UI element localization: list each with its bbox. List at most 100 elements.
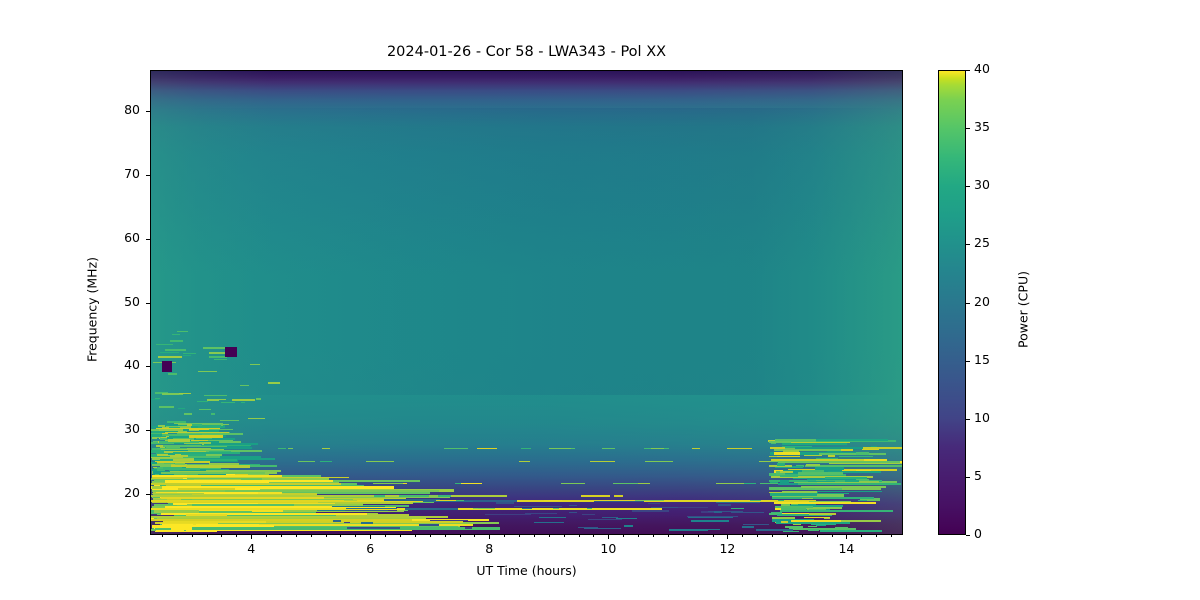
rfi-streak: [759, 482, 786, 485]
rfi-streak: [209, 428, 233, 430]
rfi-streak: [484, 514, 532, 516]
rfi-streak: [602, 447, 616, 450]
rfi-streak: [779, 471, 794, 474]
rfi-streak: [520, 447, 531, 450]
rfi-streak: [687, 517, 733, 519]
rfi-streak: [828, 462, 902, 465]
x-minor-tick: [578, 535, 580, 538]
rfi-streak: [162, 434, 202, 436]
x-minor-tick: [891, 535, 893, 538]
x-axis-label: UT Time (hours): [476, 563, 577, 578]
rfi-streak: [429, 519, 469, 522]
rfi-streak: [208, 356, 228, 358]
rfi-streak: [189, 435, 224, 438]
rfi-streak: [177, 488, 236, 491]
y-axis-label: Frequency (MHz): [84, 256, 100, 363]
rfi-streak: [165, 490, 440, 493]
rfi-streak: [191, 423, 224, 426]
rfi-streak: [159, 429, 183, 431]
rfi-streak: [805, 464, 902, 468]
rfi-streak: [842, 487, 881, 490]
rfi-streak: [771, 458, 865, 462]
x-minor-tick: [206, 535, 208, 538]
rfi-streak: [181, 466, 187, 469]
colorbar[interactable]: [938, 70, 966, 535]
rfi-streak: [810, 523, 836, 525]
rfi-streak: [167, 476, 350, 479]
x-tick: [251, 535, 253, 539]
x-minor-tick: [355, 535, 357, 538]
rfi-streak: [151, 486, 394, 489]
x-minor-tick: [623, 535, 625, 538]
rfi-streak: [612, 482, 622, 485]
rfi-streak: [343, 521, 350, 523]
rfi-streak: [321, 447, 331, 450]
rfi-streak: [192, 523, 473, 527]
rfi-streak: [162, 457, 275, 460]
rfi-streak: [525, 512, 558, 515]
rfi-streak: [590, 461, 615, 463]
x-minor-tick: [414, 535, 416, 538]
rfi-streak: [477, 447, 498, 450]
rfi-streak: [157, 447, 188, 450]
x-minor-tick: [429, 535, 431, 538]
y-tick-label: 20: [124, 484, 140, 500]
rfi-streak: [278, 447, 287, 450]
x-minor-tick: [831, 535, 833, 538]
rfi-streak: [159, 351, 179, 354]
rfi-streak: [157, 513, 163, 516]
rfi-streak: [634, 482, 651, 485]
rfi-streak: [568, 512, 578, 514]
rfi-streak: [231, 399, 256, 401]
colorbar-tick: [966, 244, 970, 246]
rfi-streak: [316, 510, 348, 512]
rfi-streak: [778, 499, 785, 502]
rfi-streak: [373, 495, 386, 497]
x-minor-tick: [444, 535, 446, 538]
rfi-streak: [769, 473, 780, 476]
y-tick-label: 60: [124, 229, 140, 245]
y-tick-label: 70: [124, 166, 140, 182]
rfi-streak: [472, 507, 481, 510]
rfi-streak: [164, 424, 178, 426]
rfi-streak: [203, 394, 228, 396]
rfi-streak: [398, 495, 429, 497]
rfi-streak: [152, 447, 162, 450]
x-minor-tick: [772, 535, 774, 538]
rfi-streak: [793, 522, 801, 525]
rfi-streak: [207, 439, 233, 442]
rfi-streak: [593, 500, 644, 502]
rfi-streak: [199, 408, 212, 411]
rfi-streak: [776, 521, 850, 524]
x-minor-tick: [385, 535, 387, 538]
x-minor-tick: [191, 535, 193, 538]
rfi-streak: [182, 455, 220, 458]
rfi-streak: [178, 439, 209, 442]
x-minor-tick: [563, 535, 565, 538]
rfi-streak: [805, 479, 816, 481]
rfi-streak: [344, 499, 357, 502]
rfi-streak: [247, 418, 265, 420]
rfi-streak: [781, 507, 807, 510]
spectrogram-plot-area[interactable]: [150, 70, 903, 535]
x-tick-label: 10: [600, 541, 617, 556]
x-minor-tick: [400, 535, 401, 538]
rfi-streak: [151, 515, 448, 518]
x-minor-tick: [876, 535, 878, 538]
rfi-streak: [184, 413, 192, 415]
rfi-streak: [151, 434, 167, 437]
rfi-streak: [534, 522, 564, 524]
rfi-streak: [769, 487, 844, 490]
x-minor-tick: [593, 535, 595, 538]
rfi-streak: [587, 518, 622, 520]
rfi-streak: [742, 524, 770, 526]
rfi-streak: [153, 510, 200, 513]
rfi-streak: [795, 464, 804, 467]
rfi-streak: [777, 482, 802, 485]
rfi-streak: [815, 467, 845, 470]
rfi-streak: [186, 475, 283, 477]
flagged-block: [161, 361, 172, 372]
rfi-streak: [153, 450, 262, 453]
rfi-streak: [685, 528, 720, 531]
rfi-streak: [366, 461, 394, 463]
